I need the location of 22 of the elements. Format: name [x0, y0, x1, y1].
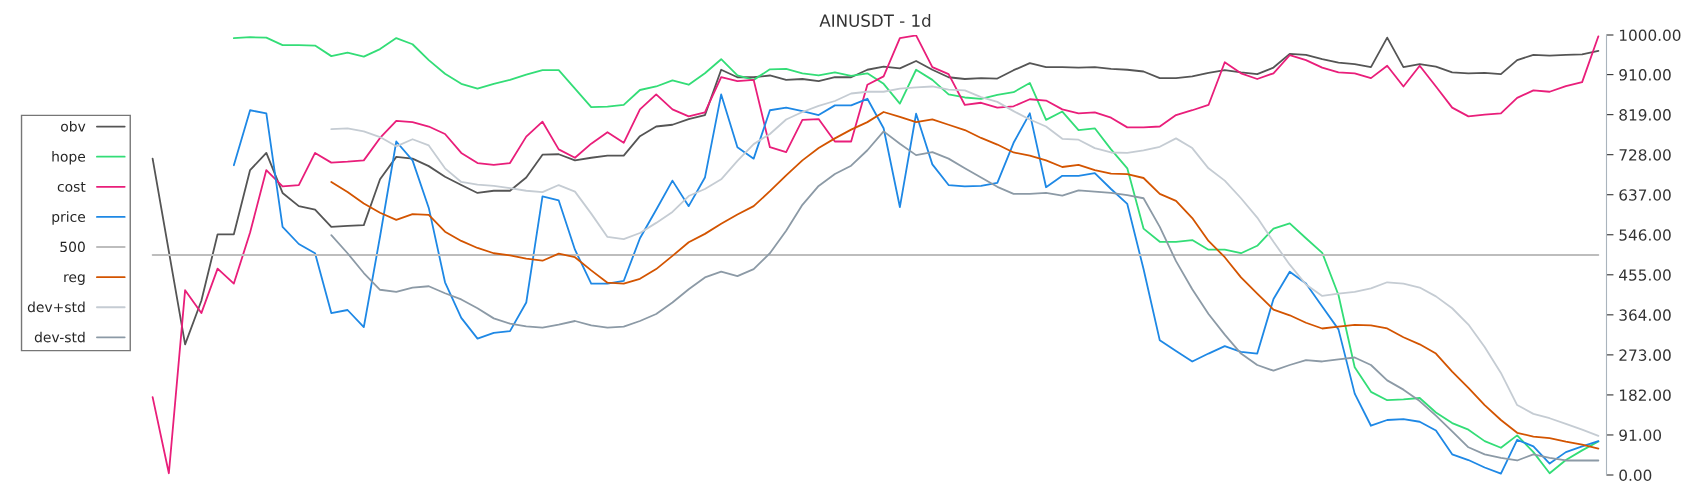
y-tick-label: 0.00 — [1619, 469, 1652, 482]
legend-label: dev-std — [34, 331, 85, 343]
legend-label: cost — [57, 181, 86, 192]
y-tick-label: 546.00 — [1619, 229, 1671, 241]
y-tick-label: 364.00 — [1619, 309, 1671, 321]
y-tick-label: 91.00 — [1619, 429, 1662, 441]
legend-label: reg — [64, 274, 85, 285]
y-tick-label: 910.00 — [1619, 69, 1671, 81]
chart-title: AINUSDT - 1d — [819, 14, 931, 27]
y-tick-label: 637.00 — [1619, 189, 1671, 201]
legend-label: dev+std — [27, 301, 85, 313]
y-tick-label: 1000.00 — [1619, 29, 1681, 42]
legend-label: price — [52, 211, 86, 225]
legend-label: 500 — [60, 241, 85, 253]
y-tick-label: 182.00 — [1619, 389, 1671, 401]
y-tick-label: 728.00 — [1619, 149, 1671, 161]
line-series — [151, 36, 1600, 346]
y-tick-label: 273.00 — [1619, 349, 1671, 361]
legend-label: hope — [52, 151, 86, 165]
y-tick-label: 455.00 — [1619, 269, 1671, 281]
legend-label: obv — [61, 120, 86, 132]
y-tick-label: 819.00 — [1619, 109, 1671, 121]
